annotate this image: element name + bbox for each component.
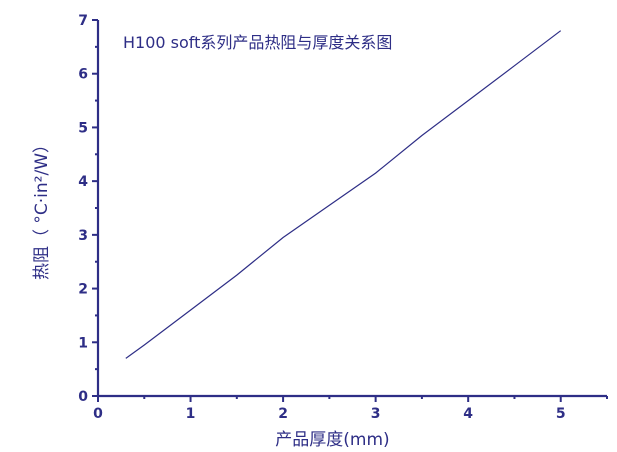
y-tick-label: 7 — [78, 13, 88, 29]
y-tick-label: 3 — [78, 228, 88, 244]
ticks: 0 1 2 3 4 5 0 1 2 3 4 5 6 7 — [78, 13, 608, 422]
y-axis-title: 热阻（ °C·in²/W） — [32, 136, 52, 280]
y-tick-label: 6 — [78, 67, 88, 83]
x-tick-label: 5 — [556, 406, 566, 422]
x-tick-label: 0 — [93, 406, 103, 422]
x-tick-label: 1 — [186, 406, 196, 422]
y-tick-label: 1 — [78, 335, 88, 351]
plot-area — [125, 30, 562, 359]
x-tick-label: 3 — [371, 406, 381, 422]
y-tick-label: 4 — [78, 174, 88, 190]
series-line — [125, 30, 562, 359]
chart-title: H100 soft系列产品热阻与厚度关系图 — [123, 33, 392, 52]
y-tick-label: 0 — [78, 389, 88, 405]
y-tick-label: 2 — [78, 282, 88, 298]
axes — [96, 20, 607, 398]
y-tick-label: 5 — [78, 120, 88, 136]
x-tick-label: 4 — [463, 406, 473, 422]
x-tick-label: 2 — [278, 406, 288, 422]
x-axis-title: 产品厚度(mm) — [275, 430, 389, 450]
